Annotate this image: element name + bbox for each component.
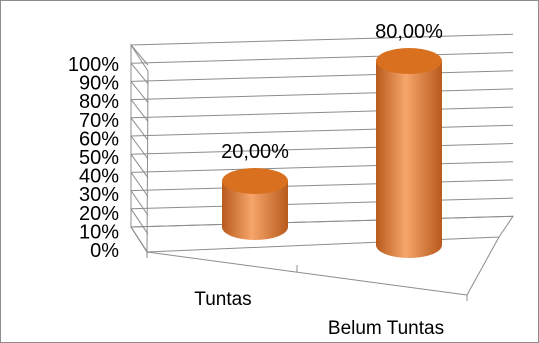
category-labels: Tuntas Belum Tuntas [194,289,444,339]
gridline-side [130,44,149,66]
gridline-side [130,135,149,160]
y-tick-label: 10% [79,221,119,243]
y-axis-ticks: 0%10%20%30%40%50%60%70%80%90%100% [68,54,119,262]
bar-top [222,168,288,194]
y-tick-label: 60% [79,128,119,150]
gridline-side [130,226,149,254]
gridline [130,161,514,173]
y-tick-label: 90% [79,73,119,95]
gridline [130,70,514,82]
gridline [130,197,514,210]
y-tick-label: 0% [90,240,119,262]
gridline [130,52,514,64]
bar-body [376,61,442,258]
chart-walls [130,43,514,301]
gridline-side [130,81,149,103]
gridline [130,106,514,119]
y-tick-label: 40% [79,166,119,188]
gridline-side [130,117,149,141]
bars: 20,00% 80,00% [221,21,443,258]
gridline-side [130,172,149,197]
gridline [130,33,514,46]
gridline [130,215,514,228]
gridline [130,124,514,137]
y-tick-label: 50% [79,147,119,169]
gridline-side [130,99,149,122]
category-axis-line [146,251,468,296]
y-tick-label: 30% [79,184,119,206]
gridline [130,143,514,155]
bar-body [222,181,288,240]
data-label: 20,00% [221,141,289,163]
bar-2 [376,48,442,258]
gridline-side [130,153,149,179]
gridline [130,179,514,192]
data-label: 80,00% [375,21,443,43]
gridline [130,88,514,101]
y-tick-label: 80% [79,91,119,113]
category-label: Tuntas [194,289,251,310]
y-tick-label: 70% [79,110,119,132]
bar-1 [222,168,288,240]
gridline-side [130,208,149,235]
floor-right-edge [466,236,500,296]
gridline-side [130,62,149,85]
y-tick-label: 100% [68,54,119,76]
category-label: Belum Tuntas [328,318,444,339]
bar-top [376,48,442,74]
y-tick-label: 20% [79,203,119,225]
gridline-side [130,190,149,216]
gridlines [130,33,514,254]
